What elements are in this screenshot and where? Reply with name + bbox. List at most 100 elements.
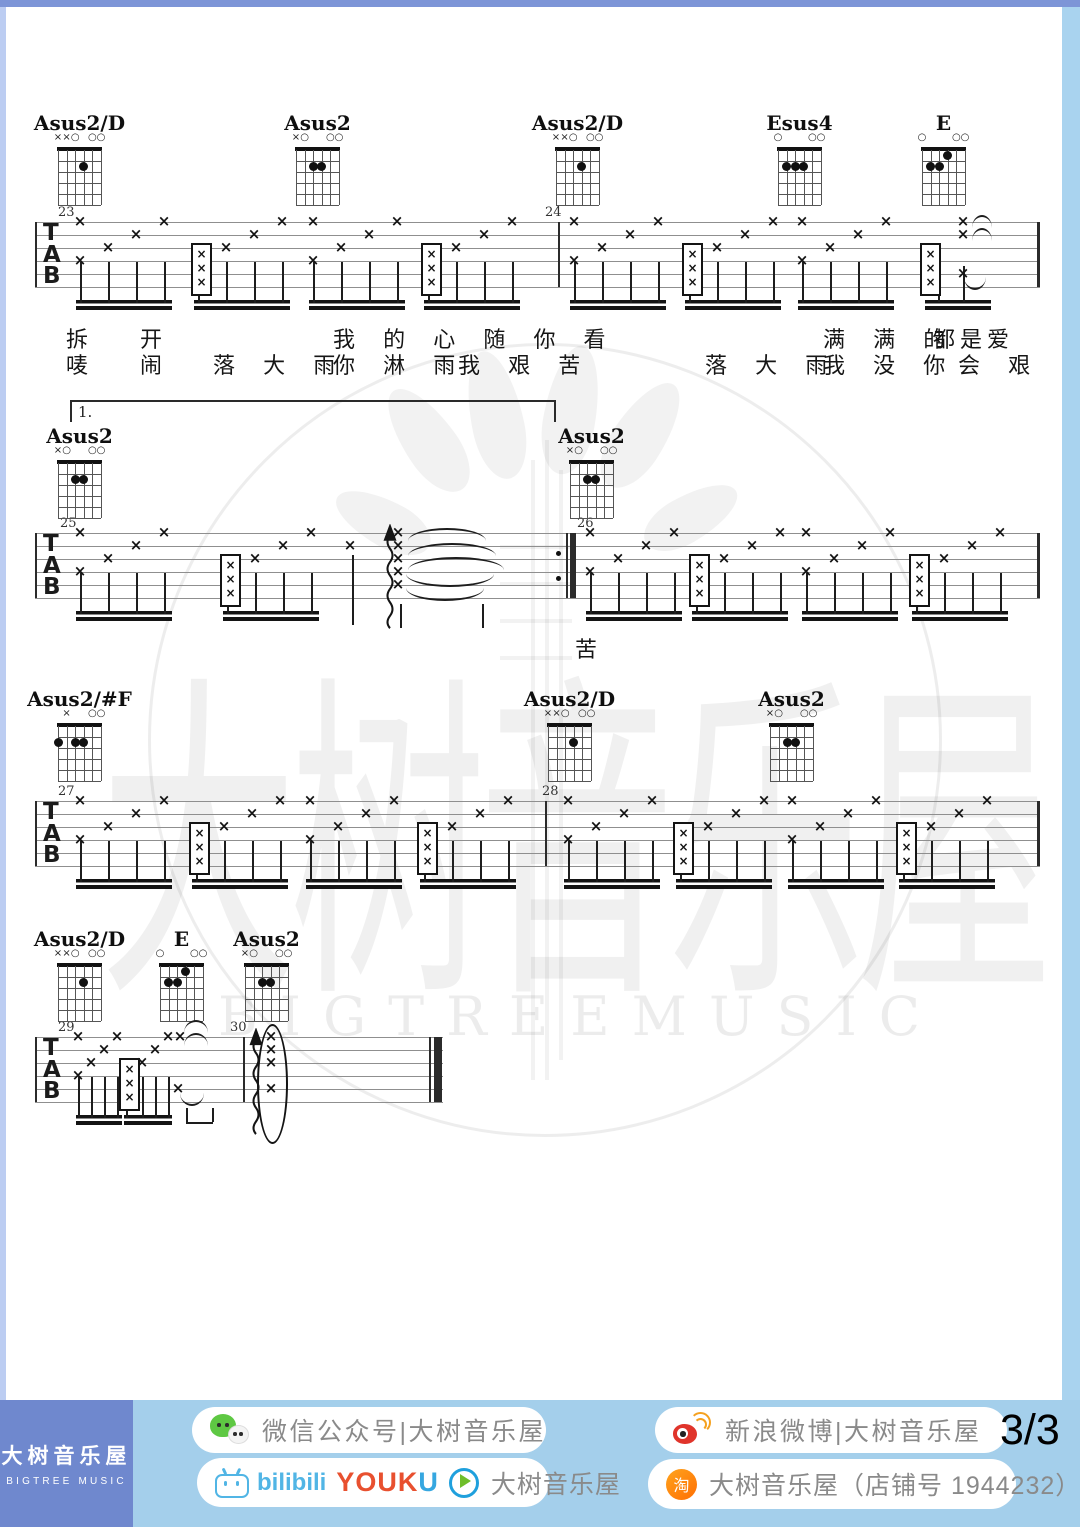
- video-pill: bilibili YOUK U 大树音乐屋: [197, 1458, 620, 1507]
- volta-number: 1.: [78, 403, 93, 421]
- note-stem: [903, 869, 905, 882]
- tie-arc: [408, 557, 504, 570]
- chord-string-line: [245, 966, 246, 1021]
- chord-string-line: [279, 966, 281, 1021]
- chord-finger-dot: [79, 978, 89, 987]
- chord-string-line: [613, 463, 614, 518]
- chuck-x-box: × × ×: [191, 243, 212, 296]
- strum-x-mark: ×: [73, 523, 87, 541]
- note-stem: [630, 262, 632, 303]
- chord-string-line: [591, 726, 592, 781]
- chord-string-line: [92, 726, 94, 781]
- open-string-mark: ○: [774, 708, 783, 719]
- note-stem: [283, 573, 285, 614]
- chord-string-line: [66, 150, 68, 205]
- chord-string-line: [956, 150, 958, 205]
- strum-x-mark: ×: [129, 225, 143, 243]
- strum-x-mark: ×: [343, 536, 357, 554]
- open-string-mark: ○: [773, 132, 783, 143]
- note-stem: [280, 841, 282, 882]
- chord-finger-dot: [790, 162, 800, 171]
- strum-x-mark: ×: [937, 549, 951, 567]
- note-stem: [959, 841, 961, 882]
- open-string-mark: ○: [586, 132, 595, 143]
- strum-x-mark: ×: [980, 791, 994, 809]
- chord-string-line: [922, 150, 923, 205]
- tie-arc-down: [406, 574, 494, 587]
- note-stem: [590, 573, 592, 614]
- chord-finger-dot: [53, 738, 63, 747]
- chord-name: Asus2: [46, 424, 113, 448]
- chord-fret-line: [58, 999, 101, 1000]
- note-stem: [792, 841, 794, 882]
- note-stem: [226, 262, 228, 303]
- chuck-x-box: × × ×: [673, 822, 694, 875]
- chord-fret-line: [296, 172, 339, 173]
- strum-x-mark: ×: [879, 212, 893, 230]
- chord-fret-line: [922, 172, 965, 173]
- strum-x-mark: ×: [813, 817, 827, 835]
- strum-x-mark: ×: [306, 212, 320, 230]
- chord-fret-line: [770, 781, 813, 782]
- weibo-icon: [673, 1412, 711, 1448]
- strum-x-mark: ×: [473, 804, 487, 822]
- staff-line: [35, 801, 1040, 803]
- note-stem: [724, 573, 726, 614]
- lyric-text: 闹: [140, 353, 174, 378]
- note-stem: [806, 573, 808, 614]
- strum-x-mark: ×: [924, 817, 938, 835]
- eighth-beam: [564, 879, 660, 889]
- open-string-mark: ○: [155, 948, 165, 959]
- strum-x-mark: ×: [567, 212, 581, 230]
- chord-string-line: [83, 966, 85, 1021]
- note-stem: [568, 841, 570, 882]
- repeat-dot: [556, 576, 561, 581]
- strum-x-mark: ×: [965, 536, 979, 554]
- strum-x-mark: ×: [645, 791, 659, 809]
- strum-x-mark: ×: [391, 575, 405, 593]
- note-stem: [773, 262, 775, 303]
- chord-string-line: [581, 150, 583, 205]
- chord-string-line: [296, 150, 297, 205]
- chord-nut: [569, 460, 614, 464]
- chord-fret-line: [922, 183, 965, 184]
- barline: [35, 533, 37, 598]
- staff-line: [35, 572, 1040, 574]
- note-stem: [198, 290, 200, 303]
- repeat-dot: [556, 551, 561, 556]
- note-stem: [369, 262, 371, 303]
- note-stem: [310, 841, 312, 882]
- note-stem: [164, 262, 166, 303]
- chord-fret-line: [58, 205, 101, 206]
- note-stem: [764, 841, 766, 882]
- footer-bar: 大树音乐屋 BIGTREE MUSIC 微信公众号|大树音乐屋 bilibili…: [0, 1400, 1080, 1527]
- open-string-mark: ○: [88, 708, 97, 719]
- strum-x-mark: ×: [173, 1027, 187, 1045]
- strum-x-mark: ×: [799, 562, 813, 580]
- staff-line: [35, 1050, 443, 1052]
- chord-fret-line: [245, 999, 288, 1000]
- note-stem: [736, 841, 738, 882]
- volta-bracket: [70, 400, 556, 422]
- eighth-beam: [676, 879, 772, 889]
- chord-nut: [295, 147, 340, 151]
- chord-finger-dot: [577, 162, 587, 171]
- chord-string-line: [92, 150, 94, 205]
- strum-x-mark: ×: [73, 562, 87, 580]
- barline: [558, 222, 560, 287]
- wechat-pill: 微信公众号|大树音乐屋: [192, 1407, 546, 1453]
- staff-line: [35, 235, 1040, 237]
- strum-x-mark: ×: [362, 225, 376, 243]
- open-string-mark: ○: [816, 132, 826, 143]
- strum-x-mark: ×: [73, 830, 87, 848]
- staff-line: [35, 248, 1040, 250]
- strum-x-mark: ×: [275, 212, 289, 230]
- note-stem: [512, 262, 514, 303]
- tie-arc: [972, 215, 992, 228]
- lyric-text: 我 艰 苦: [458, 353, 592, 378]
- chord-fret-line: [778, 161, 821, 162]
- chord-fret-line: [556, 194, 599, 195]
- muted-string-mark: ×: [53, 445, 63, 456]
- note-stem: [480, 841, 482, 882]
- chord-string-line: [770, 726, 771, 781]
